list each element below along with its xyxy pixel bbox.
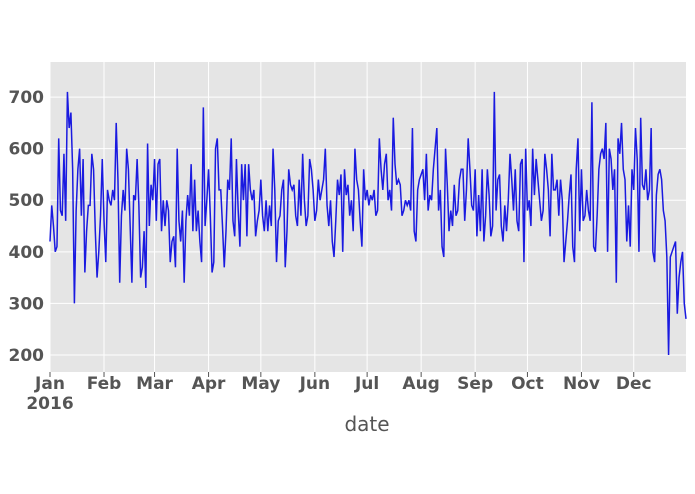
x-axis-title: date — [344, 412, 389, 436]
x-tick-label: Apr — [192, 374, 226, 394]
x-tick-label: Jan 2016 — [26, 374, 73, 414]
x-tick-label: Oct — [511, 374, 544, 394]
tick-line: 2016 — [26, 394, 73, 414]
y-tick-label: 500 — [9, 191, 45, 211]
y-tick-label: 200 — [9, 346, 45, 366]
y-tick-label: 400 — [9, 243, 45, 263]
x-tick-label: Mar — [136, 374, 173, 394]
y-tick-label: 600 — [9, 140, 45, 160]
x-tick-label: Jul — [354, 374, 379, 394]
x-tick-label: Feb — [87, 374, 122, 394]
x-tick-label: Aug — [402, 374, 439, 394]
y-tick-label: 700 — [9, 88, 45, 108]
x-tick-label: Sep — [457, 374, 493, 394]
data-line — [49, 91, 687, 355]
x-tick-label: Nov — [563, 374, 600, 394]
y-tick-label: 300 — [9, 294, 45, 314]
x-tick-label: May — [241, 374, 280, 394]
tick-line: Jan — [34, 374, 65, 394]
x-tick-label: Dec — [616, 374, 652, 394]
x-tick-label: Jun — [299, 374, 331, 394]
